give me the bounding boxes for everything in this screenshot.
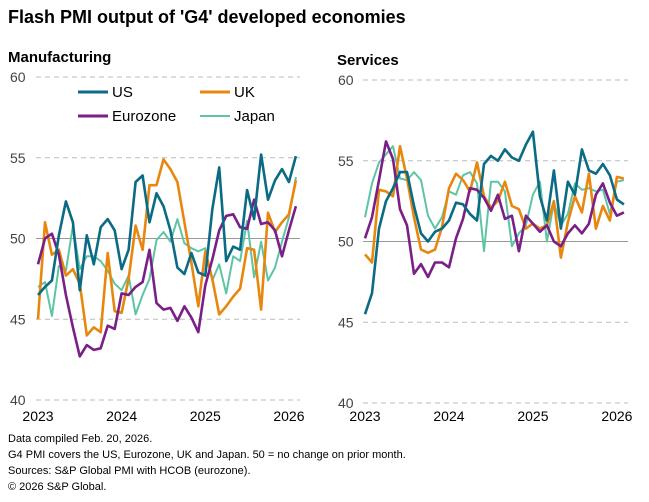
x-tick-label: 2026 [273,408,304,424]
footnote-copyright: © 2026 S&P Global. [8,481,107,493]
y-tick-label: 50 [338,234,354,250]
panel-services: 40 45 50 55 60 2023 2024 2025 2026 [338,72,633,424]
y-tick-label: 60 [10,69,26,85]
y-tick-label: 60 [338,72,354,88]
series-line-eurozone [363,140,625,279]
x-tick-label: 2025 [517,408,548,424]
y-tick-label: 40 [10,392,26,408]
services-panel-title: Services [337,52,399,69]
series-line-uk [36,158,298,337]
series-line-us [363,130,625,315]
footnote-sources: Sources: S&P Global PMI with HCOB (euroz… [8,465,251,477]
y-tick-label: 45 [338,314,354,330]
manufacturing-panel-title: Manufacturing [8,49,112,66]
legend-label-uk: UK [234,84,255,101]
y-tick-label: 45 [10,311,26,327]
x-tick-label: 2026 [601,408,632,424]
legend-label-eurozone: Eurozone [112,108,176,125]
y-tick-label: 55 [338,153,354,169]
figure-title: Flash PMI output of 'G4' developed econo… [8,7,406,27]
legend-label-japan: Japan [234,108,275,125]
footnote-coverage: G4 PMI covers the US, Eurozone, UK and J… [8,449,406,461]
x-tick-label: 2025 [190,408,221,424]
y-tick-label: 40 [338,395,354,411]
series-line-eurozone [36,198,298,358]
series-line-us [37,153,298,296]
x-tick-label: 2024 [433,408,464,424]
panel-manufacturing: 40 45 50 55 60 2023 2024 2025 2026 US UK Eurozone Ja… [10,69,305,424]
y-tick-label: 50 [10,231,26,247]
legend-label-us: US [112,84,133,101]
y-tick-label: 55 [10,150,26,166]
footnote-compiled: Data compiled Feb. 20, 2026. [8,433,153,445]
x-tick-label: 2023 [349,408,380,424]
series-line-japan [37,176,297,317]
x-tick-label: 2023 [22,408,53,424]
x-tick-label: 2024 [106,408,137,424]
